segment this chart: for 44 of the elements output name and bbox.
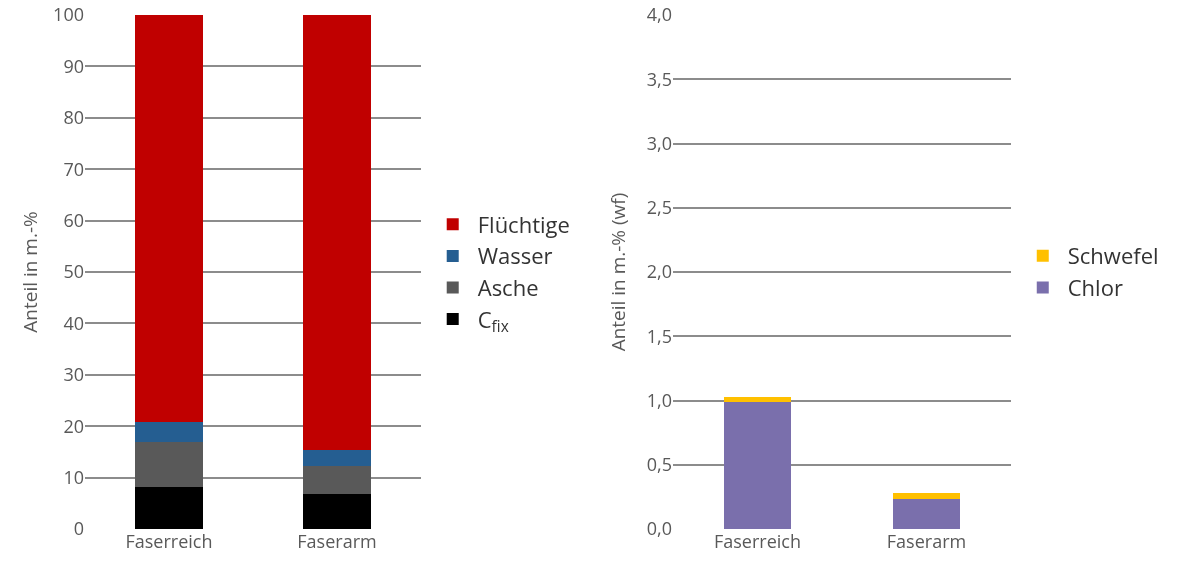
- y-tick-label: 3,0: [646, 130, 672, 155]
- y-tick-label: 0,0: [646, 516, 672, 541]
- legend-label: Flüchtige: [477, 208, 570, 239]
- bar: [135, 441, 203, 487]
- x-tick-label: Faserreich: [713, 529, 802, 553]
- bar: [723, 396, 792, 402]
- bar: [723, 401, 792, 529]
- bar: [303, 15, 371, 450]
- y-tick-label: 1,5: [646, 323, 672, 348]
- y-tick-label: 70: [63, 156, 84, 181]
- bar: [892, 499, 961, 529]
- y-axis-title: Anteil in m.-%: [17, 211, 43, 333]
- x-tick-label: Faserarm: [297, 529, 377, 553]
- bar: [303, 465, 371, 495]
- bar: [135, 486, 203, 529]
- y-tick-label: 2,0: [646, 259, 672, 284]
- y-tick-label: 10: [63, 464, 84, 489]
- y-tick-label: 60: [63, 207, 84, 232]
- y-tick-label: 4,0: [646, 2, 672, 27]
- y-axis-title: Anteil in m.-% (wf): [605, 192, 631, 352]
- bar: [303, 494, 371, 529]
- legend-label: Chlor: [1067, 271, 1123, 302]
- y-tick-label: 30: [63, 362, 84, 387]
- y-tick-label: 80: [63, 105, 84, 130]
- x-tick-label: Faserarm: [886, 529, 967, 553]
- y-tick-label: 40: [63, 310, 84, 335]
- y-tick-label: 0: [73, 516, 84, 541]
- y-tick-label: 1,0: [646, 387, 672, 412]
- y-tick-label: 0,5: [646, 452, 672, 477]
- y-tick-label: 2,5: [646, 195, 672, 220]
- y-tick-label: 90: [63, 53, 84, 78]
- y-tick-label: 100: [53, 2, 84, 27]
- y-tick-label: 50: [63, 259, 84, 284]
- legend-label: Asche: [477, 272, 539, 303]
- legend-label: C$_{fix}$: [477, 303, 509, 338]
- y-tick-label: 20: [63, 413, 84, 438]
- bar: [135, 421, 203, 442]
- legend-label: Schwefel: [1067, 240, 1159, 271]
- bar: [303, 449, 371, 466]
- x-tick-label: Faserreich: [125, 529, 213, 553]
- bar: [135, 15, 203, 422]
- legend-label: Wasser: [477, 240, 553, 271]
- bar: [892, 493, 961, 500]
- y-tick-label: 3,5: [646, 66, 672, 91]
